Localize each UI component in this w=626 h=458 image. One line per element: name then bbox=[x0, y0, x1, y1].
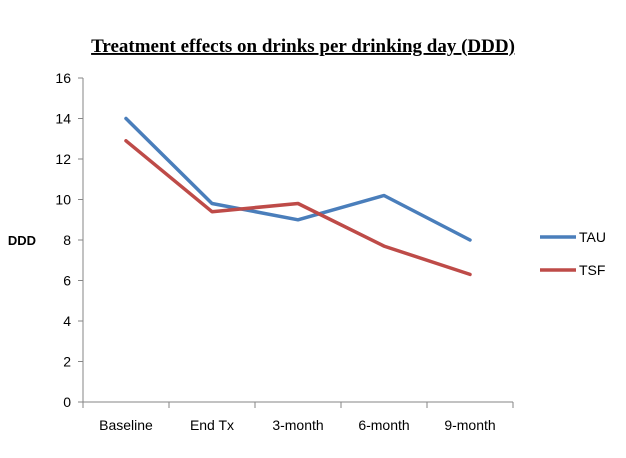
y-axis-ticks: 0 2 4 6 8 10 12 14 16 bbox=[55, 70, 83, 410]
y-tick-label: 0 bbox=[63, 394, 71, 410]
legend-label-tsf: TSF bbox=[579, 262, 605, 278]
y-tick-label: 8 bbox=[63, 232, 71, 248]
x-tick-label: 9-month bbox=[444, 417, 495, 433]
y-tick-label: 2 bbox=[63, 354, 71, 370]
series-line-tsf bbox=[124, 139, 472, 277]
y-tick-label: 4 bbox=[63, 313, 71, 329]
axes bbox=[82, 78, 513, 403]
data-point-tsf bbox=[296, 202, 300, 206]
x-tick-label: End Tx bbox=[190, 417, 234, 433]
data-point-tau bbox=[124, 117, 128, 120]
x-tick-label: Baseline bbox=[99, 417, 153, 433]
data-point-tsf bbox=[210, 210, 214, 214]
y-tick-label: 16 bbox=[55, 70, 71, 86]
data-point-tau bbox=[382, 193, 386, 197]
y-tick-label: 6 bbox=[63, 273, 71, 289]
chart-title: Treatment effects on drinks per drinking… bbox=[91, 36, 515, 57]
data-point-tsf bbox=[468, 272, 472, 276]
data-point-tau bbox=[210, 202, 214, 206]
legend: TAU TSF bbox=[540, 229, 606, 278]
data-point-tau bbox=[296, 218, 300, 222]
data-point-tsf bbox=[382, 244, 386, 248]
y-tick-label: 14 bbox=[55, 111, 71, 127]
y-tick-label: 10 bbox=[55, 192, 71, 208]
x-tick-label: 6-month bbox=[358, 417, 409, 433]
legend-label-tau: TAU bbox=[579, 229, 606, 245]
x-tick-label: 3-month bbox=[272, 417, 323, 433]
y-axis-label: DDD bbox=[8, 233, 36, 248]
data-point-tsf bbox=[124, 139, 128, 143]
y-tick-label: 12 bbox=[55, 151, 71, 167]
series-layer bbox=[124, 116, 472, 277]
series-line-tau bbox=[124, 116, 472, 242]
data-point-tau bbox=[468, 238, 472, 242]
x-axis-ticks: Baseline End Tx 3-month 6-month 9-month bbox=[82, 402, 514, 433]
